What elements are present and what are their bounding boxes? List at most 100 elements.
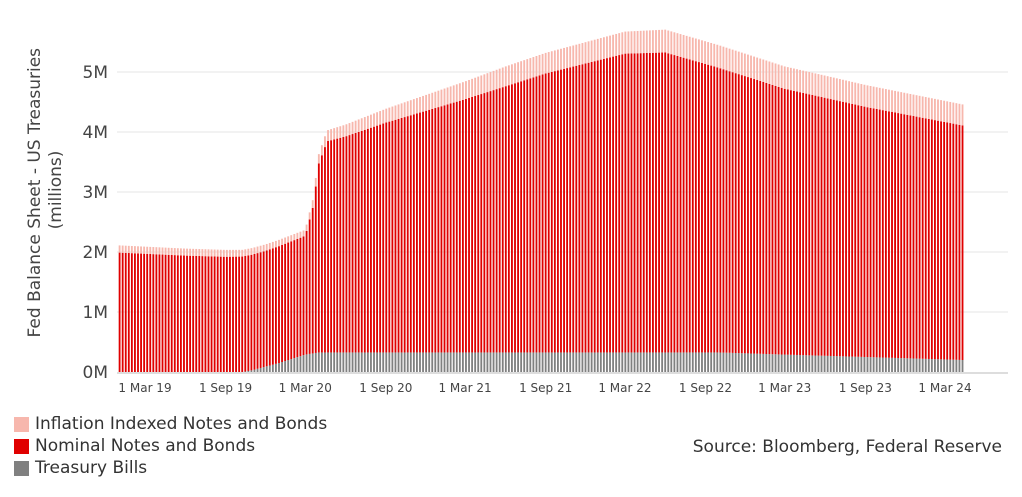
bar-nominal-notes-bonds (308, 219, 311, 354)
bar-inflation-indexed (501, 67, 504, 88)
legend-label: Treasury Bills (35, 458, 148, 478)
bar-treasury-bills (722, 352, 725, 372)
bar-treasury-bills (823, 355, 826, 372)
bar-inflation-indexed (204, 249, 207, 257)
bar-treasury-bills (829, 355, 832, 372)
bar-treasury-bills (262, 367, 265, 372)
bar-nominal-notes-bonds (842, 101, 844, 357)
bar-treasury-bills (495, 352, 498, 372)
legend-item: Inflation Indexed Notes and Bonds (14, 413, 327, 435)
bar-nominal-notes-bonds (897, 113, 900, 359)
bar-inflation-indexed (198, 249, 201, 257)
bar-treasury-bills (400, 352, 403, 372)
bar-inflation-indexed (667, 30, 670, 54)
bar-inflation-indexed (878, 87, 881, 110)
bar-nominal-notes-bonds (520, 81, 523, 353)
bar-inflation-indexed (670, 31, 673, 55)
bar-treasury-bills (593, 352, 596, 372)
bar-inflation-indexed (930, 98, 933, 120)
bar-nominal-notes-bonds (814, 95, 817, 356)
bar-nominal-notes-bonds (590, 61, 593, 353)
bar-inflation-indexed (793, 68, 795, 91)
bar-nominal-notes-bonds (682, 57, 685, 353)
bar-inflation-indexed (517, 62, 519, 83)
bar-inflation-indexed (333, 128, 336, 140)
x-tick-label: 1 Mar 24 (918, 381, 971, 395)
bar-treasury-bills (366, 352, 369, 372)
bar-nominal-notes-bonds (578, 65, 581, 353)
bar-nominal-notes-bonds (673, 55, 676, 353)
bar-inflation-indexed (734, 50, 737, 74)
bar-inflation-indexed (903, 92, 906, 115)
bar-treasury-bills (618, 352, 621, 372)
bar-inflation-indexed (704, 41, 706, 64)
bar-nominal-notes-bonds (158, 254, 161, 372)
bar-nominal-notes-bonds (504, 86, 507, 353)
bar-inflation-indexed (811, 72, 814, 95)
bar-inflation-indexed (293, 234, 296, 241)
bar-nominal-notes-bonds (256, 253, 259, 369)
bar-inflation-indexed (648, 30, 651, 53)
bar-inflation-indexed (124, 245, 127, 253)
bar-inflation-indexed (918, 95, 921, 118)
bar-nominal-notes-bonds (642, 53, 645, 353)
bar-inflation-indexed (694, 38, 697, 62)
bar-inflation-indexed (894, 90, 897, 113)
bar-inflation-indexed (602, 37, 605, 59)
bar-inflation-indexed (731, 49, 734, 73)
bar-treasury-bills (308, 353, 311, 372)
bar-nominal-notes-bonds (437, 107, 440, 353)
bar-inflation-indexed (437, 90, 440, 108)
bar-nominal-notes-bonds (458, 100, 461, 353)
bar-inflation-indexed (921, 96, 924, 118)
bar-inflation-indexed (342, 125, 345, 138)
bar-inflation-indexed (440, 89, 443, 107)
bar-inflation-indexed (416, 98, 418, 114)
bar-inflation-indexed (535, 56, 538, 77)
bar-nominal-notes-bonds (489, 91, 492, 353)
bar-inflation-indexed (618, 33, 621, 56)
bar-treasury-bills (633, 352, 636, 372)
bar-nominal-notes-bonds (149, 254, 152, 372)
bar-treasury-bills (701, 352, 703, 372)
bar-nominal-notes-bonds (204, 256, 207, 372)
legend-swatch-bills (14, 460, 29, 476)
bar-inflation-indexed (149, 246, 152, 254)
bar-treasury-bills (268, 365, 271, 372)
bar-inflation-indexed (302, 230, 305, 237)
bar-treasury-bills (419, 352, 421, 372)
bar-treasury-bills (382, 352, 385, 372)
bar-treasury-bills (691, 352, 694, 372)
bar-treasury-bills (489, 352, 492, 372)
bar-nominal-notes-bonds (293, 240, 296, 359)
bar-treasury-bills (820, 355, 823, 372)
bar-inflation-indexed (275, 240, 277, 248)
bar-treasury-bills (471, 352, 474, 372)
bar-inflation-indexed (753, 56, 756, 80)
bar-nominal-notes-bonds (912, 116, 915, 359)
bar-treasury-bills (590, 352, 593, 372)
bar-treasury-bills (259, 367, 262, 372)
bar-nominal-notes-bonds (903, 114, 906, 359)
bar-nominal-notes-bonds (765, 82, 768, 354)
bar-inflation-indexed (271, 241, 274, 249)
bar-treasury-bills (431, 352, 434, 372)
bar-inflation-indexed (884, 89, 887, 111)
bar-nominal-notes-bonds (146, 253, 149, 372)
bar-treasury-bills (452, 352, 455, 372)
bar-nominal-notes-bonds (134, 253, 136, 372)
bar-treasury-bills (789, 354, 792, 372)
bar-nominal-notes-bonds (412, 114, 415, 353)
bar-inflation-indexed (563, 47, 565, 69)
bar-treasury-bills (930, 359, 933, 372)
bar-treasury-bills (878, 357, 881, 372)
bar-inflation-indexed (900, 92, 903, 114)
bar-treasury-bills (535, 352, 538, 372)
bar-inflation-indexed (952, 102, 955, 124)
bar-nominal-notes-bonds (406, 116, 409, 353)
bar-inflation-indexed (621, 32, 624, 55)
bar-nominal-notes-bonds (940, 121, 942, 360)
bar-treasury-bills (311, 353, 314, 372)
bar-treasury-bills (609, 352, 611, 372)
bar-inflation-indexed (832, 77, 835, 100)
